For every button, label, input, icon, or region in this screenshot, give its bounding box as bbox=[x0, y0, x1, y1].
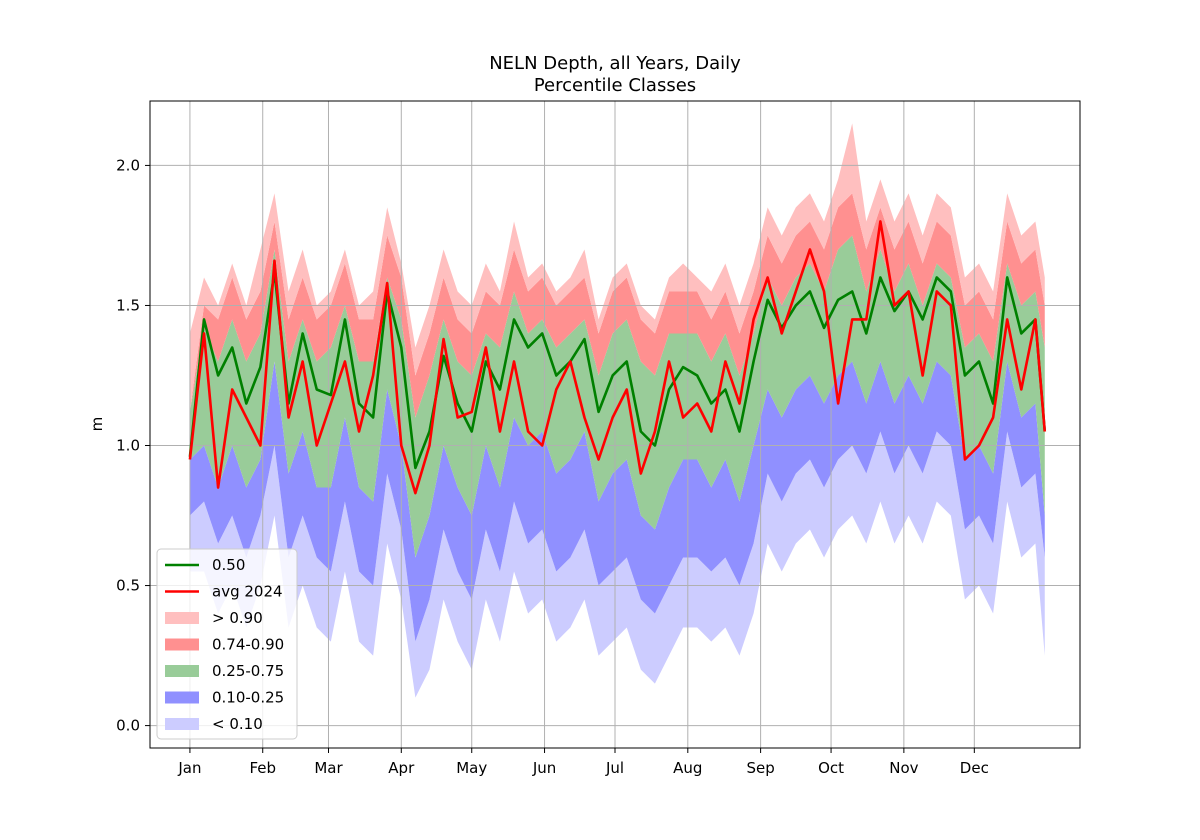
legend-label: < 0.10 bbox=[212, 715, 263, 733]
legend-swatch bbox=[165, 691, 199, 704]
y-tick-label: 1.5 bbox=[116, 296, 140, 314]
x-tick-label: Apr bbox=[388, 759, 415, 777]
x-axis: Jan Feb Mar Apr May Jun Jul Aug Sep Oct Nov Dec bbox=[177, 748, 989, 777]
chart-subtitle: Percentile Classes bbox=[534, 75, 696, 96]
grid-layer bbox=[150, 101, 1080, 748]
x-tick-label: Sep bbox=[746, 759, 774, 777]
legend-swatch bbox=[165, 638, 199, 651]
x-tick-label: Aug bbox=[673, 759, 702, 777]
legend-label: 0.10-0.25 bbox=[212, 689, 284, 707]
x-tick-label: Dec bbox=[960, 759, 989, 777]
y-tick-label: 1.0 bbox=[116, 437, 140, 455]
y-tick-label: 0.0 bbox=[116, 717, 140, 735]
legend: 0.50 avg 2024 > 0.90 0.74-0.90 0.25-0.75 0.10… bbox=[156, 548, 298, 740]
y-axis: 0.0 0.5 1.0 1.5 2.0 bbox=[116, 156, 150, 735]
legend-swatch bbox=[165, 612, 199, 624]
legend-label: 0.50 bbox=[212, 556, 245, 574]
x-tick-label: Oct bbox=[818, 759, 844, 777]
x-tick-label: Nov bbox=[889, 759, 918, 777]
x-tick-label: Jun bbox=[532, 759, 556, 777]
y-tick-label: 0.5 bbox=[116, 577, 140, 595]
legend-label: > 0.90 bbox=[212, 609, 263, 627]
x-tick-label: Mar bbox=[314, 759, 343, 777]
x-tick-label: May bbox=[456, 759, 487, 777]
line-series-1 bbox=[188, 220, 1047, 495]
legend-label: 0.25-0.75 bbox=[212, 662, 284, 680]
line-layer bbox=[188, 220, 1047, 495]
legend-swatch bbox=[165, 665, 199, 677]
legend-swatch bbox=[165, 718, 199, 730]
legend-label: avg 2024 bbox=[212, 583, 283, 601]
y-tick-label: 2.0 bbox=[116, 156, 140, 174]
x-tick-label: Feb bbox=[249, 759, 276, 777]
x-tick-label: Jul bbox=[605, 759, 624, 777]
y-axis-label: m bbox=[88, 417, 106, 432]
legend-label: 0.74-0.90 bbox=[212, 636, 284, 654]
chart-title: NELN Depth, all Years, Daily bbox=[489, 53, 741, 74]
x-tick-label: Jan bbox=[177, 759, 201, 777]
